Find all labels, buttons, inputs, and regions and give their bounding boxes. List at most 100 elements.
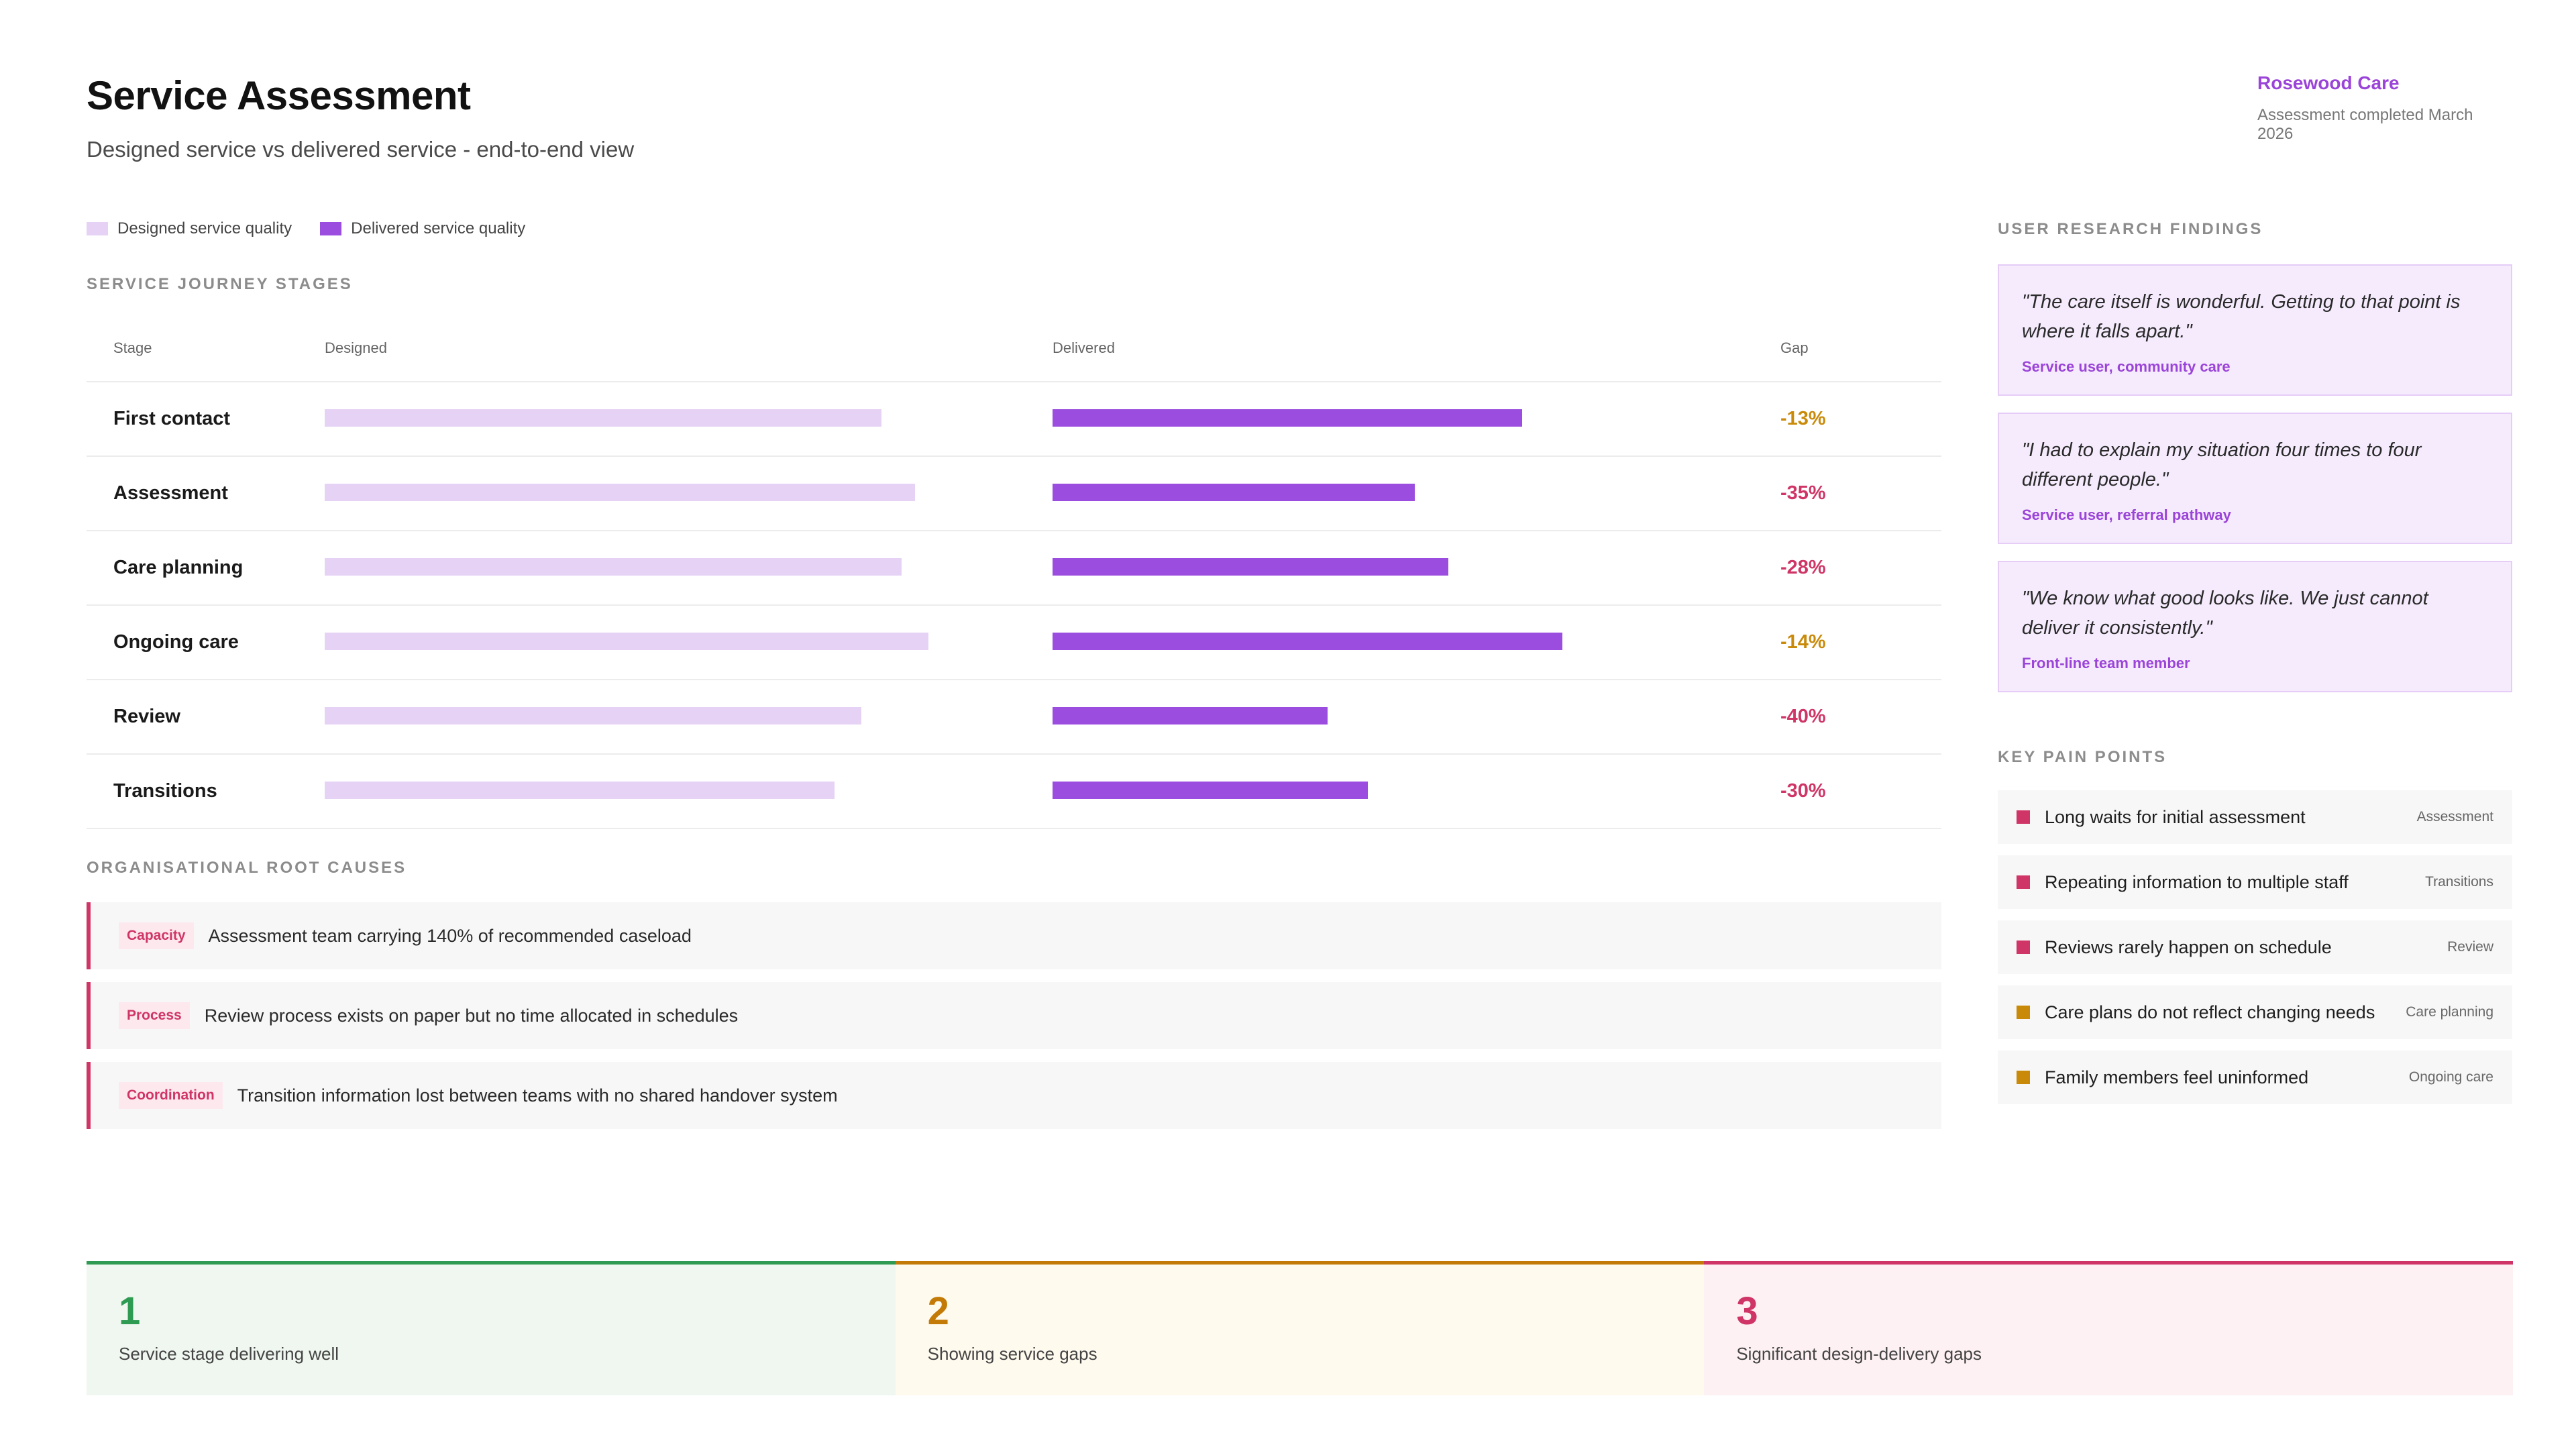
table-row: Assessment -35% <box>87 457 1941 531</box>
designed-bar <box>325 558 902 576</box>
quote-source: Service user, referral pathway <box>2022 506 2231 523</box>
designed-track <box>325 707 996 724</box>
designed-track <box>325 633 996 650</box>
pain-point-text: Long waits for initial assessment <box>2045 806 2306 827</box>
root-cause-text: Review process exists on paper but no ti… <box>204 1005 739 1026</box>
page-title: Service Assessment <box>87 73 471 118</box>
pain-point-stage: Transitions <box>2425 874 2493 890</box>
pain-point-item: Reviews rarely happen on schedule Review <box>1998 920 2512 974</box>
pain-point-stage: Assessment <box>2416 809 2493 824</box>
chart-legend: Designed service quality Delivered servi… <box>87 219 553 238</box>
pain-point-stage: Ongoing care <box>2408 1069 2493 1085</box>
summary-card-significant: 3 Significant design-delivery gaps <box>1704 1261 2514 1395</box>
assessment-date: Assessment completed March 2026 <box>2257 106 2473 143</box>
designed-track <box>325 484 996 501</box>
gap-value: -13% <box>1780 408 1826 429</box>
stage-label: Ongoing care <box>113 631 239 653</box>
summary-card-good: 1 Service stage delivering well <box>87 1261 896 1395</box>
pain-point-item: Care plans do not reflect changing needs… <box>1998 985 2512 1039</box>
journey-table: Stage Designed Delivered Gap First conta… <box>87 322 1941 829</box>
designed-track <box>325 409 996 427</box>
delivered-bar <box>1053 707 1328 724</box>
severity-square-icon <box>2017 1071 2030 1084</box>
delivered-bar <box>1053 633 1562 650</box>
gap-value: -30% <box>1780 780 1826 802</box>
legend-label-designed: Designed service quality <box>117 219 292 237</box>
delivered-track <box>1053 633 1723 650</box>
summary-count: 1 <box>119 1289 141 1333</box>
delivered-track <box>1053 409 1723 427</box>
summary-label: Showing service gaps <box>927 1344 1097 1364</box>
pain-point-text: Family members feel uninformed <box>2045 1067 2309 1087</box>
summary-strip: 1 Service stage delivering well 2 Showin… <box>87 1261 2514 1395</box>
severity-square-icon <box>2017 810 2030 824</box>
root-cause-tag: Capacity <box>119 922 194 949</box>
stage-label: Review <box>113 706 180 727</box>
journey-table-header: Stage Designed Delivered Gap <box>87 322 1941 382</box>
quote-text: "We know what good looks like. We just c… <box>2022 588 2428 639</box>
designed-bar <box>325 484 915 501</box>
pain-point-item: Repeating information to multiple staff … <box>1998 855 2512 909</box>
designed-bar <box>325 409 881 427</box>
root-cause-text: Transition information lost between team… <box>237 1085 838 1106</box>
quote-source: Front-line team member <box>2022 655 2190 672</box>
summary-label: Significant design-delivery gaps <box>1736 1344 1982 1364</box>
root-cause-tag: Coordination <box>119 1082 223 1109</box>
gap-value: -14% <box>1780 631 1826 653</box>
designed-bar <box>325 782 835 799</box>
pain-point-item: Family members feel uninformed Ongoing c… <box>1998 1051 2512 1104</box>
root-cause-item: Capacity Assessment team carrying 140% o… <box>87 902 1941 969</box>
col-header-delivered: Delivered <box>1053 339 1115 356</box>
stage-label: Assessment <box>113 482 228 504</box>
section-label-journey: SERVICE JOURNEY STAGES <box>87 275 353 293</box>
legend-label-delivered: Delivered service quality <box>351 219 526 237</box>
gap-value: -28% <box>1780 557 1826 578</box>
pain-point-stage: Care planning <box>2406 1004 2493 1020</box>
designed-bar <box>325 707 861 724</box>
severity-square-icon <box>2017 875 2030 889</box>
pain-point-item: Long waits for initial assessment Assess… <box>1998 790 2512 844</box>
designed-track <box>325 558 996 576</box>
org-name: Rosewood Care <box>2257 72 2400 93</box>
root-cause-item: Process Review process exists on paper b… <box>87 982 1941 1049</box>
root-cause-tag: Process <box>119 1002 190 1029</box>
org-block: Rosewood Care Assessment completed March… <box>2257 72 2512 144</box>
quote-text: "I had to explain my situation four time… <box>2022 439 2422 490</box>
col-header-designed: Designed <box>325 339 387 356</box>
delivered-track <box>1053 782 1723 799</box>
delivered-bar <box>1053 558 1448 576</box>
summary-count: 2 <box>927 1289 949 1333</box>
pain-point-stage: Review <box>2447 939 2493 955</box>
pain-point-text: Reviews rarely happen on schedule <box>2045 936 2332 957</box>
severity-square-icon <box>2017 941 2030 954</box>
table-row: Care planning -28% <box>87 531 1941 606</box>
designed-bar <box>325 633 928 650</box>
gap-value: -35% <box>1780 482 1826 504</box>
page-subtitle: Designed service vs delivered service - … <box>87 137 635 162</box>
stage-label: First contact <box>113 408 231 429</box>
stage-label: Transitions <box>113 780 217 802</box>
table-row: First contact -13% <box>87 382 1941 457</box>
section-label-causes: ORGANISATIONAL ROOT CAUSES <box>87 859 407 877</box>
quote-source: Service user, community care <box>2022 358 2231 375</box>
quote-card: "The care itself is wonderful. Getting t… <box>1998 264 2512 396</box>
quote-text: "The care itself is wonderful. Getting t… <box>2022 291 2461 342</box>
designed-track <box>325 782 996 799</box>
legend-swatch-designed <box>87 222 108 235</box>
delivered-track <box>1053 558 1723 576</box>
quote-card: "I had to explain my situation four time… <box>1998 413 2512 544</box>
table-row: Transitions -30% <box>87 755 1941 829</box>
summary-label: Service stage delivering well <box>119 1344 339 1364</box>
summary-count: 3 <box>1736 1289 1758 1333</box>
col-header-stage: Stage <box>113 339 152 356</box>
col-header-gap: Gap <box>1780 339 1809 356</box>
legend-item-designed: Designed service quality <box>87 219 292 238</box>
stage-label: Care planning <box>113 557 244 578</box>
research-quotes: "The care itself is wonderful. Getting t… <box>1998 264 2512 709</box>
root-cause-item: Coordination Transition information lost… <box>87 1062 1941 1129</box>
legend-swatch-delivered <box>320 222 342 235</box>
section-label-pains: KEY PAIN POINTS <box>1998 748 2167 766</box>
summary-card-gaps: 2 Showing service gaps <box>895 1261 1705 1395</box>
delivered-track <box>1053 484 1723 501</box>
pain-points-list: Long waits for initial assessment Assess… <box>1998 790 2512 1116</box>
